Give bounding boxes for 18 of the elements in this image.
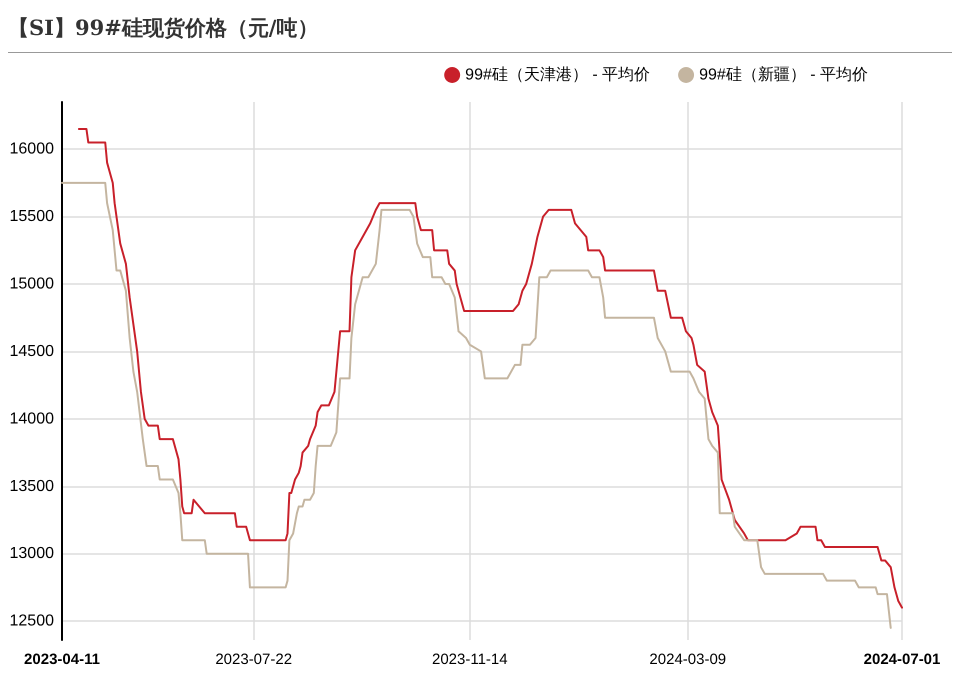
x-tick-label: 2024-07-01: [864, 651, 940, 668]
line-series: [61, 182, 892, 629]
legend-label: 99#硅（天津港） - 平均价: [465, 66, 650, 84]
x-tick-label: 2023-11-14: [432, 651, 508, 668]
x-tick-label: 2023-04-11: [24, 651, 100, 668]
y-tick-label: 13000: [10, 545, 54, 562]
legend-label: 99#硅（新疆） - 平均价: [699, 66, 868, 84]
chart-title: 【SI】99#硅现货价格（元/吨）: [8, 14, 952, 53]
x-tick-label: 2024-03-09: [649, 651, 726, 668]
y-tick-label: 13500: [10, 478, 54, 495]
y-tick-label: 16000: [10, 140, 54, 158]
x-tick-label: 2023-07-22: [215, 651, 292, 668]
line-series: [78, 128, 903, 609]
y-tick-label: 14500: [10, 342, 54, 360]
y-tick-label: 14000: [10, 410, 54, 428]
y-tick-label: 15000: [10, 276, 54, 293]
y-tick-label: 15500: [10, 208, 54, 226]
y-tick-label: 12500: [10, 612, 54, 630]
